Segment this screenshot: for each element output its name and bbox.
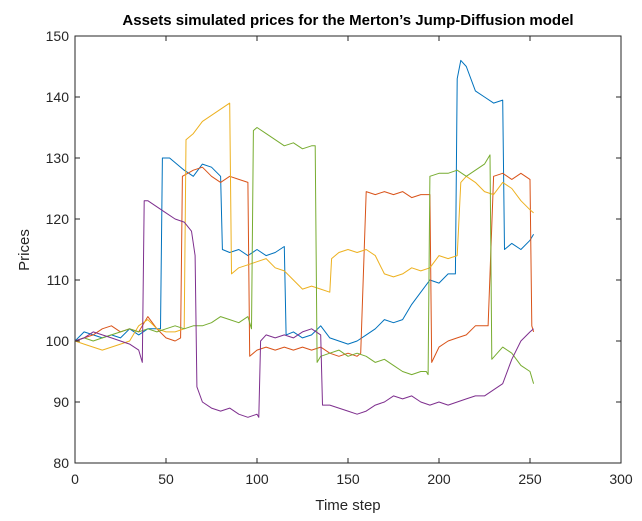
y-tick-label: 150 [46,28,70,44]
y-axis-label: Prices [16,229,33,271]
series-group [74,59,535,418]
series-line-3 [74,102,534,351]
y-axis-ticks: 80 90 100 110 120 130 140 150 [46,28,621,471]
y-tick-label: 120 [46,211,70,227]
y-tick-label: 130 [46,150,70,166]
x-tick-label: 150 [336,471,360,487]
chart-title: Assets simulated prices for the Merton’s… [122,12,573,29]
x-tick-label: 250 [518,471,542,487]
series-line-4 [74,127,535,384]
series-line-5 [74,200,534,418]
y-tick-label: 90 [53,394,69,410]
x-tick-label: 300 [609,471,633,487]
x-tick-label: 0 [71,471,79,487]
plot-area: 0 50 100 150 200 250 300 80 90 100 110 120 130 140 15… [46,28,633,487]
x-tick-label: 100 [245,471,269,487]
y-tick-label: 80 [53,455,69,471]
y-tick-label: 110 [47,272,70,288]
series-line-1 [74,59,535,345]
y-tick-label: 140 [46,89,70,105]
x-tick-label: 50 [158,471,174,487]
x-axis-label: Time step [315,497,380,514]
series-line-2 [74,166,535,363]
x-axis-ticks: 0 50 100 150 200 250 300 [71,36,633,487]
y-tick-label: 100 [46,333,70,349]
x-tick-label: 200 [427,471,451,487]
